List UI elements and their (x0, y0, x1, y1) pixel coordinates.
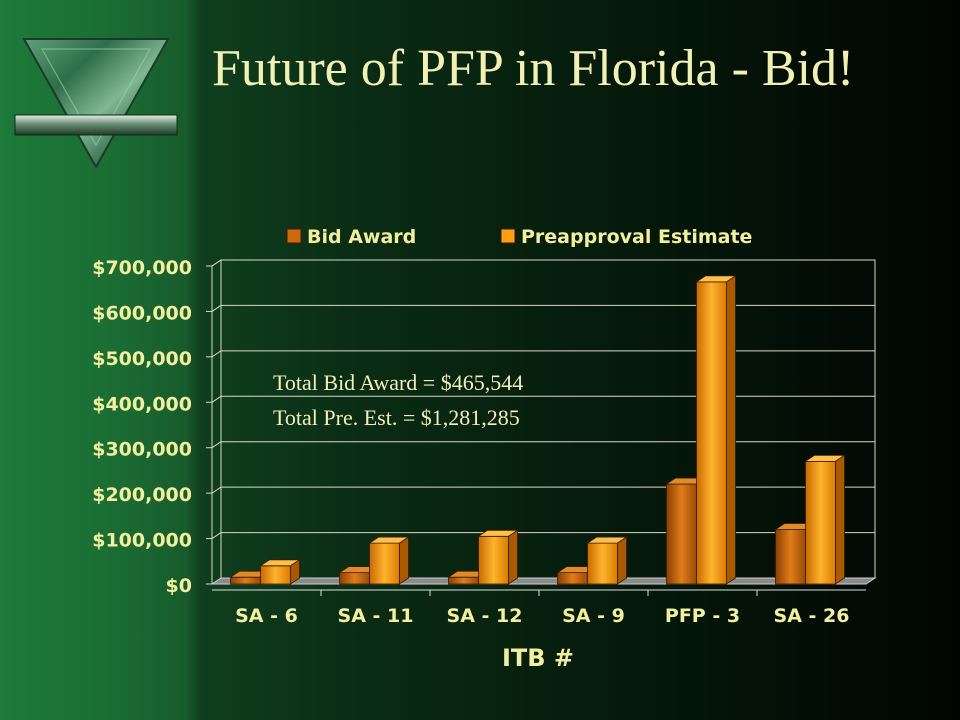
bar-preapproval-estimate-front (587, 542, 618, 585)
gridline (211, 395, 875, 403)
bar-preapproval-estimate-side (399, 536, 409, 585)
bar-preapproval-estimate (259, 559, 301, 585)
y-tick-label: $0 (166, 575, 192, 597)
bar-bid-award-front (448, 576, 479, 585)
bar-preapproval-estimate-front (696, 281, 727, 585)
gridline (211, 350, 875, 358)
marble-triangle-logo (14, 38, 178, 170)
legend-label-preapproval-estimate: Preapproval Estimate (521, 226, 752, 248)
x-axis-title: ITB # (502, 644, 574, 672)
y-tick-label: $700,000 (92, 257, 192, 279)
x-tick-label: SA - 9 (562, 605, 625, 627)
legend-swatch-preapproval-estimate (500, 228, 516, 244)
gridline (211, 441, 875, 449)
bar-bid-award-front (775, 529, 806, 585)
y-tick-label: $100,000 (92, 530, 192, 552)
bar-bid-award-front (557, 572, 588, 585)
bar-bid-award-front (666, 483, 697, 585)
bar-preapproval-estimate (586, 536, 628, 585)
gridline (211, 486, 875, 494)
bar-preapproval-estimate-front (260, 565, 291, 585)
bar-bid-award-front (339, 572, 370, 585)
legend-swatch-bid-award (286, 228, 302, 244)
bar-preapproval-estimate (804, 454, 846, 585)
bars (229, 275, 846, 585)
annotation-total-bid-award: Total Bid Award = $465,544 (273, 370, 523, 395)
x-tick-label: SA - 26 (774, 605, 850, 627)
y-axis: $0 $100,000 $200,000 $300,000 $400,000 $500,0… (92, 257, 212, 597)
bar-bid-award-front (230, 576, 261, 585)
y-tick-label: $600,000 (92, 302, 192, 324)
x-tick-label: SA - 11 (338, 605, 414, 627)
bar-preapproval-estimate (477, 529, 519, 585)
legend: Bid Award Preapproval Estimate (286, 226, 752, 248)
bar-preapproval-estimate-side (290, 559, 300, 585)
legend-label-bid-award: Bid Award (307, 226, 416, 248)
page-title: Future of PFP in Florida - Bid! (212, 40, 855, 97)
x-tick-label: PFP - 3 (665, 605, 740, 627)
bar-preapproval-estimate-side (726, 275, 736, 585)
annotation-total-pre-estimate: Total Pre. Est. = $1,281,285 (273, 405, 520, 430)
bar-preapproval-estimate-front (478, 535, 509, 585)
y-tick-label: $200,000 (92, 484, 192, 506)
bar-preapproval-estimate-front (805, 460, 836, 585)
gridlines (211, 259, 875, 539)
bar-preapproval-estimate (695, 275, 737, 585)
bar-preapproval-estimate-front (369, 542, 400, 585)
gridline (211, 532, 875, 539)
bar-preapproval-estimate-side (835, 454, 845, 585)
x-tick-label: SA - 6 (235, 605, 298, 627)
bar-preapproval-estimate-side (617, 536, 627, 585)
bar-preapproval-estimate (368, 536, 410, 585)
y-tick-label: $400,000 (92, 393, 192, 415)
x-axis: SA - 6 SA - 11 SA - 12 SA - 9 PFP - 3 SA - 26 (235, 590, 849, 627)
gridline (211, 259, 875, 267)
y-tick-label: $300,000 (92, 439, 192, 461)
x-tick-label: SA - 12 (447, 605, 523, 627)
bar-preapproval-estimate-side (508, 529, 518, 585)
gridline (211, 304, 875, 312)
y-tick-label: $500,000 (92, 348, 192, 370)
